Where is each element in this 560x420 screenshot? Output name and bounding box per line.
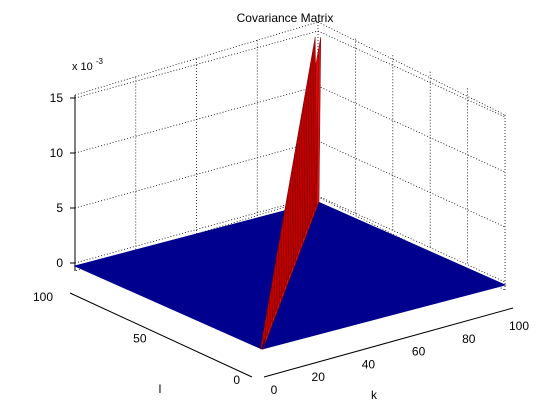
- z-tick-label-15: 15: [50, 91, 64, 105]
- y-tick-label-50: 50: [133, 332, 147, 346]
- grid-lines: [70, 30, 506, 283]
- z-multiplier-label: x 10 -3: [72, 57, 104, 73]
- z-grid-right-15: [317, 30, 506, 118]
- z-grid-right-10: [317, 85, 506, 173]
- chart-title: Covariance Matrix: [237, 11, 334, 25]
- x-tick-label-40: 40: [362, 357, 376, 371]
- x-tick-label-0: 0: [271, 383, 278, 397]
- y-tick-label-0: 0: [233, 373, 240, 387]
- top-back-left-edge: [74, 21, 319, 96]
- z-tick-label-5: 5: [56, 201, 63, 215]
- x-tick-label-60: 60: [412, 345, 426, 359]
- z-tick-label-10: 10: [50, 146, 64, 160]
- surface-mesh: [73, 36, 507, 350]
- z-grid-left-15: [74, 30, 319, 99]
- y-axis-line: [69, 292, 253, 378]
- x-tick-label-100: 100: [509, 319, 529, 333]
- base-back-left-edge: [74, 196, 319, 272]
- y-tick-label-100: 100: [33, 290, 53, 304]
- x-axis-line: [263, 307, 514, 378]
- x-tick-label-20: 20: [312, 370, 326, 384]
- z-tick-label-0: 0: [56, 256, 63, 270]
- z-grid-right-5: [317, 140, 506, 228]
- tick-labels: 0 5 10 15 20 40 60 80 100 0 0 50 100: [33, 91, 529, 397]
- z-grid-left-5: [74, 140, 319, 209]
- z-grid-right-0: [317, 195, 506, 283]
- ridge-face-left: [312, 36, 318, 209]
- z-grid-left-0: [74, 195, 319, 264]
- x-tick-label-80: 80: [462, 332, 476, 346]
- y-axis-label: l: [159, 382, 162, 396]
- x-axis-label: k: [371, 388, 378, 402]
- top-back-right-edge: [317, 21, 506, 116]
- ridge-face-right: [316, 36, 322, 209]
